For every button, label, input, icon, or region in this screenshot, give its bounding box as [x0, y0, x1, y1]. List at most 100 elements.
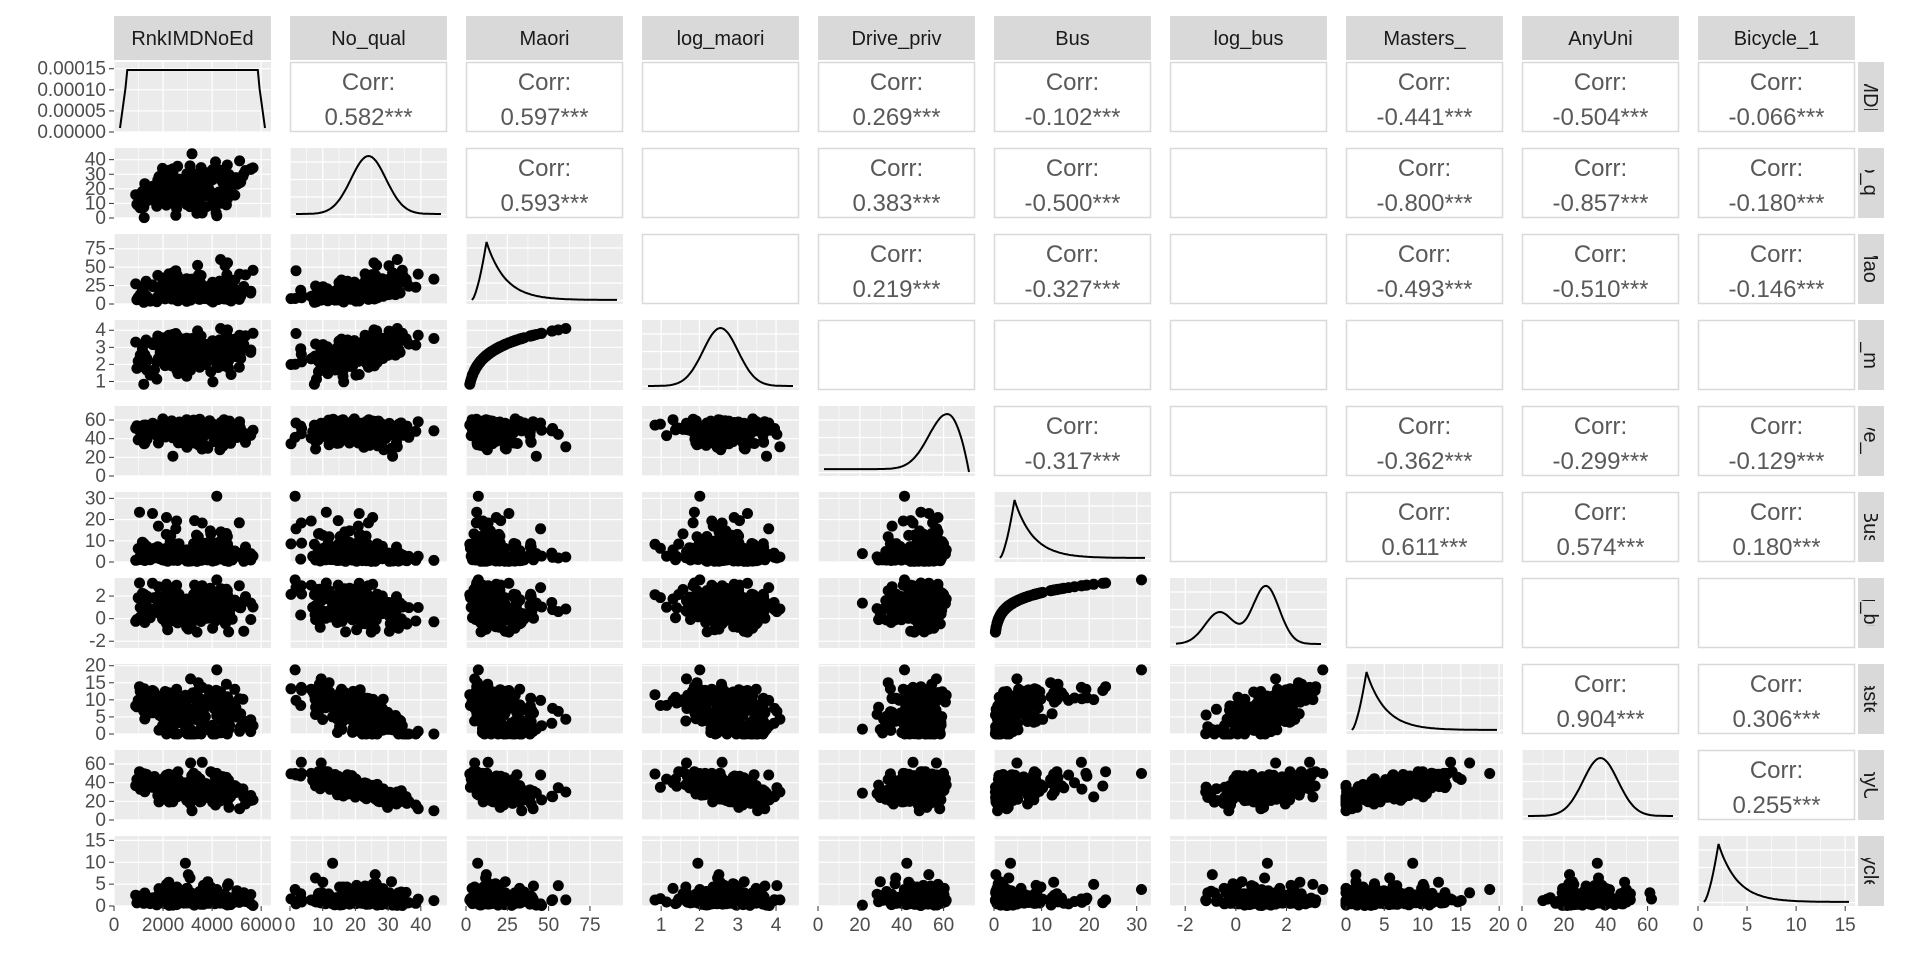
panel-bus-log-bus	[1169, 491, 1328, 563]
data-point	[315, 614, 327, 625]
data-point	[382, 427, 394, 439]
strip-background	[642, 16, 799, 60]
data-point	[327, 430, 339, 442]
corr-value: 0.611***	[1381, 534, 1467, 561]
data-point	[410, 615, 422, 627]
corr-panel-border	[1169, 319, 1328, 391]
data-point	[285, 538, 297, 550]
data-point	[167, 539, 179, 551]
data-point	[382, 277, 394, 289]
data-point	[761, 450, 772, 462]
data-point	[917, 589, 929, 601]
corr-label: Corr:	[1046, 241, 1099, 268]
data-point	[172, 273, 184, 285]
panel-no-qual-bicycle-1: Corr:-0.180***	[1697, 147, 1856, 219]
row-label: og_mao	[1859, 319, 1881, 391]
panel-drive-priv-maori	[464, 406, 623, 477]
data-point	[317, 592, 329, 604]
scatter-points	[130, 254, 259, 308]
data-point	[194, 193, 206, 205]
data-point	[168, 421, 180, 433]
data-point	[290, 328, 302, 339]
strip-background	[1858, 62, 1884, 132]
column-strip-rnkimdnoed: RnkIMDNoEd	[114, 16, 271, 60]
panel-no-qual-drive-priv: Corr:0.383***	[817, 147, 976, 219]
panel-maori-bus: Corr:-0.327***	[993, 233, 1152, 305]
corr-panel-border	[1521, 61, 1680, 133]
data-point	[410, 339, 422, 351]
data-point	[295, 609, 307, 621]
data-point	[191, 626, 203, 638]
data-point	[688, 506, 700, 518]
strip-background	[114, 16, 271, 60]
data-point	[130, 336, 142, 348]
data-point	[181, 593, 193, 605]
data-point	[130, 278, 142, 290]
corr-value: -0.129***	[1728, 448, 1824, 475]
data-point	[163, 164, 175, 176]
data-point	[358, 550, 370, 562]
row-strip-bus: Bus	[1858, 492, 1884, 562]
data-point	[410, 281, 422, 293]
data-point	[503, 508, 515, 519]
data-point	[221, 269, 233, 281]
column-strip-masters: Masters_	[1346, 16, 1503, 60]
data-point	[131, 614, 143, 625]
data-point	[207, 376, 219, 388]
data-point	[403, 602, 415, 614]
corr-value: 0.383***	[852, 190, 940, 217]
panel-drive-priv-log-maori	[642, 406, 799, 477]
data-point	[758, 605, 770, 617]
data-point	[483, 600, 495, 612]
data-point	[211, 490, 223, 502]
column-strips: RnkIMDNoEd No_qual Maori log_maori Drive_pri…	[114, 16, 1855, 60]
data-point	[168, 184, 180, 196]
corr-value: -0.504***	[1552, 104, 1648, 131]
data-point	[139, 430, 151, 442]
scatter-points	[856, 574, 952, 638]
data-point	[191, 584, 202, 596]
scatter-points	[285, 323, 440, 390]
data-point	[525, 541, 537, 553]
strip-background	[290, 16, 447, 60]
data-point	[699, 537, 711, 549]
data-point	[172, 333, 184, 345]
data-point	[428, 273, 440, 285]
column-label: AnyUni	[1568, 28, 1632, 50]
corr-value: 0.593***	[500, 190, 588, 217]
corr-panel-border	[993, 405, 1152, 477]
data-point	[221, 605, 233, 617]
data-point	[366, 269, 378, 281]
data-point	[371, 538, 383, 550]
data-point	[159, 288, 171, 300]
data-point	[677, 584, 689, 595]
data-point	[170, 432, 182, 444]
data-point	[194, 548, 206, 560]
scatter-points	[649, 413, 786, 462]
corr-panel-border	[1697, 491, 1856, 563]
data-point	[206, 552, 218, 564]
data-point	[526, 421, 538, 432]
column-strip-bicycle-1: Bicycle_1	[1698, 16, 1855, 60]
data-point	[886, 520, 898, 532]
data-point	[877, 613, 889, 625]
column-strip-drive-priv: Drive_priv	[818, 16, 975, 60]
scatter-points	[130, 574, 259, 638]
data-point	[327, 361, 339, 373]
strip-background	[1858, 148, 1884, 218]
data-point	[661, 601, 673, 613]
data-point	[391, 436, 402, 448]
data-point	[194, 293, 206, 305]
corr-value: -0.299***	[1552, 448, 1648, 475]
data-point	[692, 430, 704, 442]
data-point	[131, 554, 143, 566]
data-point	[170, 360, 182, 372]
corr-panel-border	[1169, 61, 1328, 133]
row-label: kIMDNo	[1859, 61, 1881, 133]
panel-bus-masters: Corr:0.611***	[1345, 491, 1504, 563]
panel-rnkimdnoed-bicycle-1: Corr:-0.066***	[1697, 61, 1856, 133]
data-point	[912, 615, 924, 627]
row-strip-no-qual: No_qua	[1858, 148, 1884, 218]
data-point	[667, 544, 679, 556]
data-point	[535, 582, 547, 594]
